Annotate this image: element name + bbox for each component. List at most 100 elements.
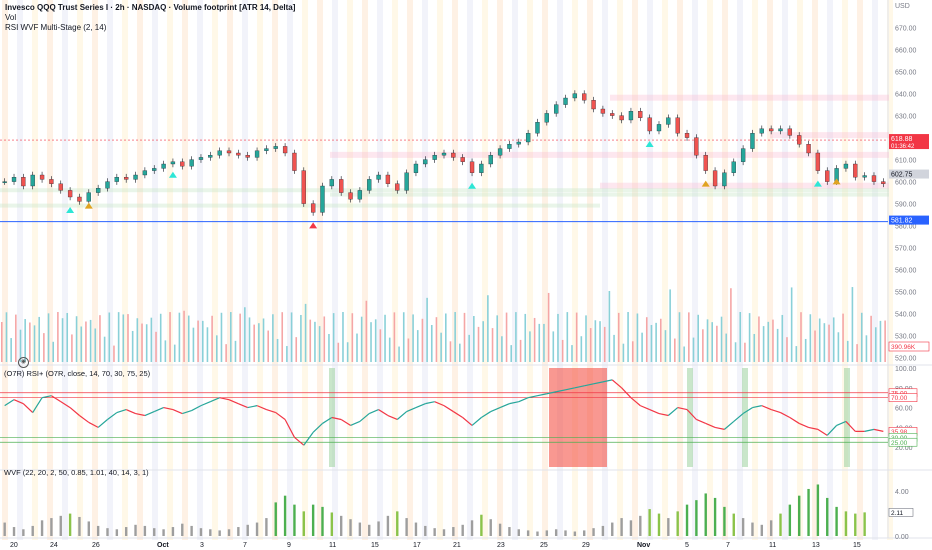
eye-icon[interactable]: ◉	[18, 357, 29, 368]
volume-bar	[113, 345, 115, 362]
rsi-segment	[200, 401, 211, 407]
indicator-label[interactable]: RSI WVF Multi-Stage (2, 14)	[5, 23, 107, 32]
volume-bar	[141, 323, 143, 362]
zone-band	[0, 203, 600, 208]
session-stripe	[407, 0, 413, 540]
candle-body	[273, 146, 278, 149]
wvf-bar	[40, 520, 44, 536]
price-badge	[889, 215, 929, 225]
rsi-segment	[303, 431, 314, 446]
wvf-bar	[741, 518, 745, 536]
wvf-bar	[826, 497, 829, 536]
time-label: 11	[329, 542, 336, 549]
wvf-tick: 4.00	[895, 489, 909, 496]
rsi-segment	[471, 417, 482, 426]
volume-bar	[538, 323, 541, 362]
rsi-segment	[770, 409, 781, 414]
volume-bar	[725, 333, 728, 362]
candle-body	[133, 174, 138, 180]
candle-body	[413, 163, 419, 173]
candle-body	[722, 172, 727, 187]
volume-bar	[10, 338, 12, 362]
volume-bar	[781, 314, 784, 362]
wvf-bar	[489, 519, 492, 536]
rsi-segment	[13, 399, 24, 405]
volume-bar	[248, 317, 251, 362]
wvf-bar	[713, 497, 717, 536]
symbol-title[interactable]: Invesco QQQ Trust Series I · 2h · NASDAQ…	[5, 3, 296, 12]
volume-bar	[636, 313, 639, 362]
candle-body	[198, 157, 204, 160]
candle-body	[572, 93, 578, 99]
rsi-tick: 20.00	[895, 445, 913, 452]
vol-label[interactable]: Vol	[5, 13, 17, 22]
session-stripe	[167, 0, 173, 540]
session-stripe	[707, 0, 713, 540]
volume-bar	[24, 319, 26, 362]
rsi-segment	[294, 436, 305, 446]
volume-bar	[183, 310, 185, 362]
volume-bar	[164, 340, 167, 362]
volume-bar	[842, 313, 844, 362]
volume-bar	[239, 313, 241, 362]
wvf-bar	[302, 511, 305, 536]
rsi-segment	[686, 409, 697, 420]
volume-bar	[57, 312, 59, 362]
volume-bar	[323, 316, 326, 362]
candle-body	[656, 124, 662, 132]
volume-badge-text: 390.96K	[891, 344, 916, 351]
volume-bar	[103, 336, 106, 362]
price-badge-text: 581.82	[891, 218, 913, 225]
session-stripe	[677, 0, 683, 540]
rsi-segment	[509, 401, 519, 405]
volume-bar	[33, 325, 36, 362]
volume-bar	[659, 318, 662, 362]
volume-bar	[561, 339, 564, 362]
volume-bar	[178, 312, 181, 362]
wvf-bar	[583, 530, 586, 536]
wvf-bar	[3, 522, 6, 536]
wvf-badge-text: 2.11	[891, 510, 904, 517]
volume-bar	[379, 329, 382, 362]
session-stripe	[602, 0, 608, 540]
session-stripe	[662, 0, 668, 540]
rsi-segment	[742, 407, 753, 415]
wvf-bar	[573, 531, 577, 536]
wvf-pane-label[interactable]: WVF (22, 20, 2, 50, 0.85, 1.01, 40, 14, …	[4, 468, 149, 477]
time-label: 24	[50, 542, 58, 549]
volume-bar	[346, 342, 349, 362]
volume-bar	[515, 312, 517, 362]
price-badge-text: 602.75	[891, 172, 913, 179]
volume-bar	[258, 323, 260, 362]
volume-bar	[393, 312, 396, 362]
rsi-tick: 100.00	[895, 366, 917, 373]
volume-bar	[716, 325, 718, 362]
candle-body	[348, 192, 353, 200]
volume-bar	[430, 325, 433, 362]
wvf-bar	[293, 504, 296, 536]
rsi-segment	[611, 379, 622, 389]
session-stripe	[62, 0, 68, 540]
time-label: 11	[769, 542, 776, 549]
wvf-bar	[667, 518, 670, 536]
rsi-pane-label[interactable]: (O7R) RSI+ (O7R, close, 14, 70, 30, 75, …	[4, 369, 151, 378]
volume-bar	[286, 346, 288, 362]
candle-body	[591, 100, 596, 110]
candle-body	[376, 174, 381, 180]
rsi-segment	[705, 422, 716, 428]
volume-badge	[888, 341, 930, 352]
rsi-segment	[864, 428, 875, 432]
volume-bar	[688, 312, 690, 362]
wvf-bar	[246, 524, 249, 536]
session-stripe	[812, 0, 818, 540]
rsi-segment	[107, 412, 118, 420]
wvf-bar	[386, 515, 390, 536]
wvf-bar	[405, 518, 408, 536]
time-label: 5	[685, 542, 689, 549]
candle-body	[769, 128, 774, 132]
wvf-bar	[358, 522, 362, 536]
session-stripe	[797, 0, 803, 540]
volume-bar	[337, 342, 340, 362]
price-tick: 610.00	[895, 158, 917, 165]
